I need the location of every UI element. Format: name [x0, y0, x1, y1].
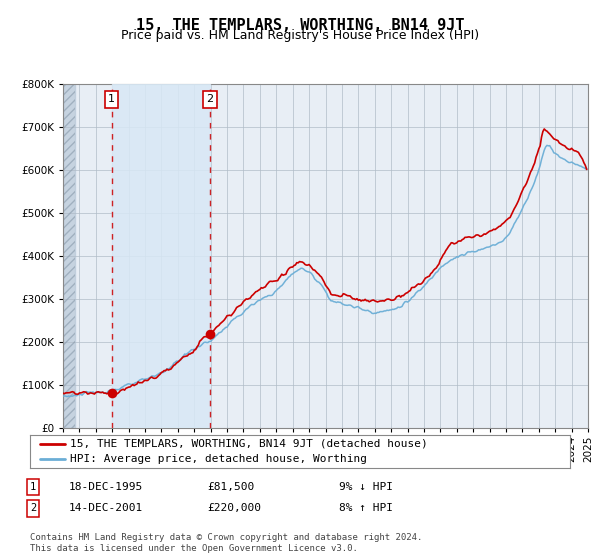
- Text: 2: 2: [30, 503, 36, 514]
- Text: 18-DEC-1995: 18-DEC-1995: [69, 482, 143, 492]
- Text: 1: 1: [108, 95, 115, 105]
- Bar: [63, 84, 76, 428]
- Text: 9% ↓ HPI: 9% ↓ HPI: [339, 482, 393, 492]
- Bar: [63, 84, 76, 428]
- Bar: [112, 84, 210, 428]
- Text: £220,000: £220,000: [207, 503, 261, 514]
- Text: 2: 2: [206, 95, 214, 105]
- Text: £81,500: £81,500: [207, 482, 254, 492]
- Text: 15, THE TEMPLARS, WORTHING, BN14 9JT (detached house): 15, THE TEMPLARS, WORTHING, BN14 9JT (de…: [71, 439, 428, 449]
- Text: HPI: Average price, detached house, Worthing: HPI: Average price, detached house, Wort…: [71, 454, 367, 464]
- Text: 1: 1: [30, 482, 36, 492]
- Text: 14-DEC-2001: 14-DEC-2001: [69, 503, 143, 514]
- Text: Price paid vs. HM Land Registry's House Price Index (HPI): Price paid vs. HM Land Registry's House …: [121, 29, 479, 42]
- Text: Contains HM Land Registry data © Crown copyright and database right 2024.
This d: Contains HM Land Registry data © Crown c…: [30, 533, 422, 553]
- Text: 15, THE TEMPLARS, WORTHING, BN14 9JT: 15, THE TEMPLARS, WORTHING, BN14 9JT: [136, 18, 464, 33]
- Text: 8% ↑ HPI: 8% ↑ HPI: [339, 503, 393, 514]
